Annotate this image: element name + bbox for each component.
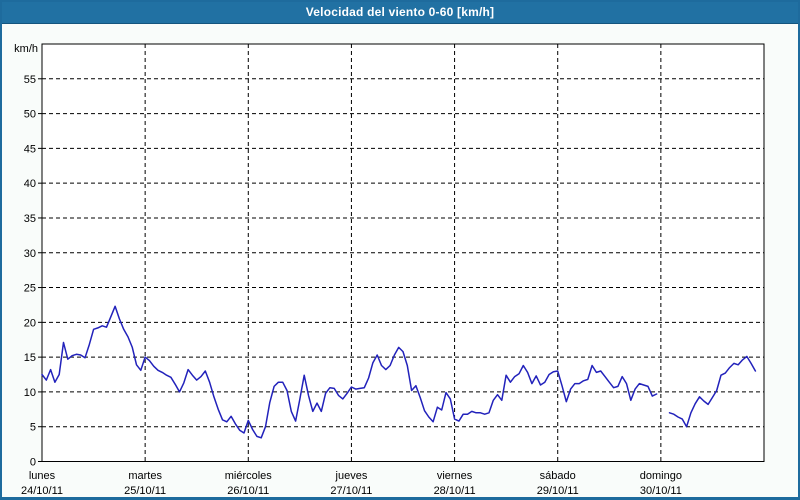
y-axis-unit-label: km/h <box>14 43 38 55</box>
y-axis-tick-label: 10 <box>24 387 36 399</box>
day-name-label: miércoles <box>225 470 273 482</box>
y-axis-tick-label: 40 <box>24 178 36 190</box>
day-date-label: 28/10/11 <box>434 485 476 497</box>
chart-title: Velocidad del viento 0-60 [km/h] <box>305 5 495 19</box>
chart-title-bar: Velocidad del viento 0-60 [km/h] <box>2 2 798 24</box>
y-axis-tick-label: 50 <box>24 109 36 121</box>
y-axis-tick-label: 25 <box>24 283 36 295</box>
day-name-label: sábado <box>540 470 576 482</box>
y-axis-tick-label: 30 <box>24 248 36 260</box>
y-axis-tick-label: 5 <box>30 422 36 434</box>
day-date-label: 30/10/11 <box>640 485 682 497</box>
day-name-label: domingo <box>640 470 682 482</box>
y-axis-tick-label: 45 <box>24 143 36 155</box>
y-axis-tick-label: 20 <box>24 317 36 329</box>
day-date-label: 29/10/11 <box>537 485 579 497</box>
day-name-label: viernes <box>437 470 473 482</box>
day-date-label: 27/10/11 <box>330 485 372 497</box>
wind-series-line <box>41 305 757 439</box>
y-axis-tick-label: 35 <box>24 213 36 225</box>
day-name-label: lunes <box>29 470 56 482</box>
day-name-label: jueves <box>335 470 368 482</box>
day-date-label: 25/10/11 <box>124 485 166 497</box>
y-axis-tick-label: 0 <box>30 457 36 469</box>
day-date-label: 24/10/11 <box>21 485 63 497</box>
y-axis-tick-label: 15 <box>24 352 36 364</box>
plot-frame <box>41 43 765 462</box>
y-axis-tick-label: 55 <box>24 74 36 86</box>
day-date-label: 26/10/11 <box>227 485 269 497</box>
day-name-label: martes <box>128 470 162 482</box>
